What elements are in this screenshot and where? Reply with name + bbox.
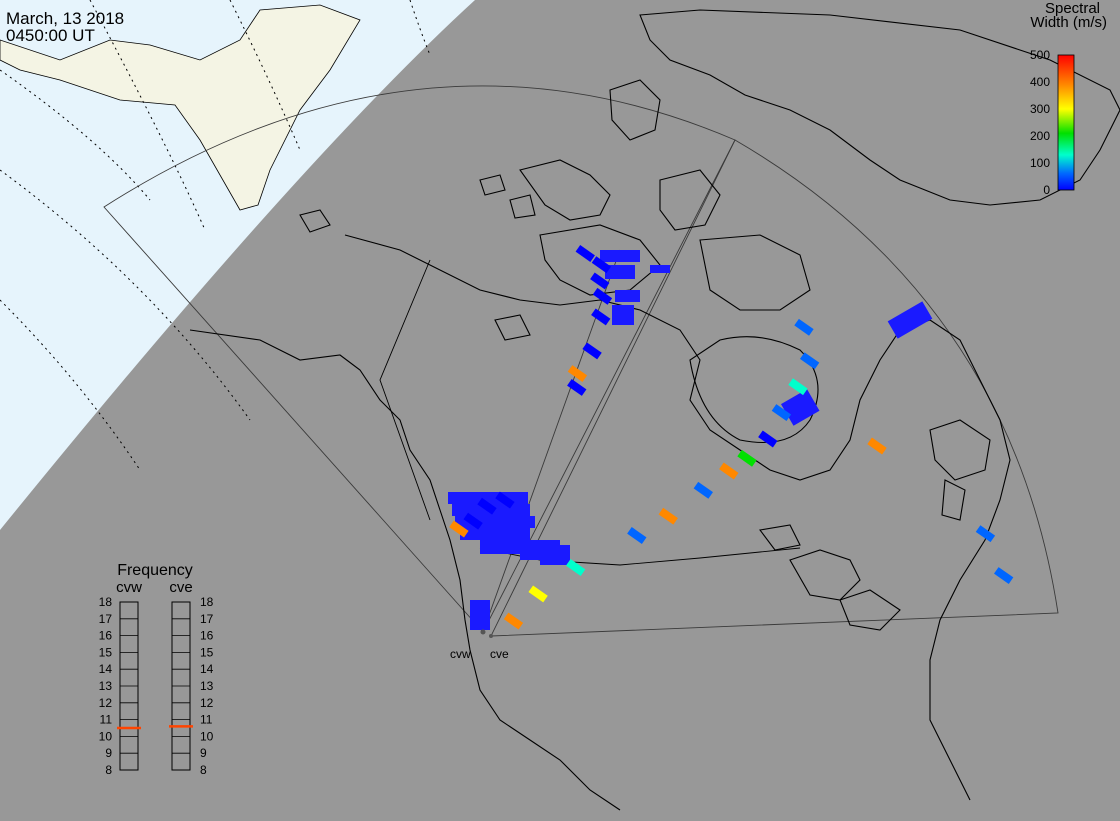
coastlines [189,9,1120,811]
data-point-cve [658,507,678,525]
frequency-tick-label-left: 9 [105,746,112,760]
fov-cve [490,139,1059,637]
data-point-cve [503,612,524,630]
data-point-cvw [463,512,483,530]
greenland-coast [639,9,1120,206]
frequency-tick-label-left: 18 [99,595,113,609]
data-point-cvw [591,308,611,326]
daylight-land-alaska [0,4,361,211]
date-label: March, 13 2018 [6,9,124,28]
colorbar-title-line1: Spectral [1045,0,1100,17]
data-point-cve [758,430,778,448]
frequency-label-cve: cve [169,579,192,596]
data-point-cve [799,352,820,370]
radar-sites: cvw cve [450,629,509,661]
frequency-panel: Frequency cvw cve 18 18 17 17 16 16 15 15 14 14 13… [99,562,214,777]
data-point-cvw [567,379,587,396]
frequency-tick-label-right: 16 [200,629,214,643]
data-point-cvw [590,272,610,290]
frequency-tick-label-right: 13 [200,679,214,693]
frequency-tick-label-right: 9 [200,746,207,760]
data-point-cvw [567,365,588,382]
data-point-cvw [582,342,602,360]
frequency-tick-label-left: 8 [105,763,112,777]
radar-label-cve: cve [490,647,509,661]
radar-label-cvw: cvw [450,647,471,661]
frequency-tick-label-left: 16 [99,629,113,643]
colorbar-title-line2: Width (m/s) [1030,14,1107,31]
data-point-cvw [591,256,612,274]
frequency-tick-label-left: 13 [99,679,113,693]
radar-site-cvw [480,629,486,635]
frequency-title: Frequency [117,562,193,579]
frequency-tick-label-right: 14 [200,662,214,676]
data-point-cve [693,481,713,499]
frequency-tick-label-right: 12 [200,696,214,710]
frequency-label-cvw: cvw [116,579,142,596]
data-point-cvw [575,245,595,262]
frequency-tick-label-left: 15 [99,645,113,659]
data-point-cve [975,525,996,543]
data-point-cve [528,585,548,603]
colorbar: Spectral Width (m/s) 500 400 300 200 100 0 [1030,0,1107,197]
frequency-tick-label-left: 12 [99,696,113,710]
data-point-cvw [592,287,613,305]
colorbar-tick-label: 100 [1030,156,1050,170]
graticule-dotted [0,0,431,471]
colorbar-tick-label: 0 [1043,183,1050,197]
yukon-bc-border [379,259,431,521]
frequency-tick-label-right: 17 [200,612,214,626]
data-point-cve [719,462,739,480]
data-point-cve [771,404,792,422]
data-point-cvw [495,491,515,509]
data-point-cve [993,567,1014,584]
frequency-tick-label-right: 10 [200,729,214,743]
frequency-tick-label-right: 8 [200,763,207,777]
frequency-tick-label-left: 17 [99,612,113,626]
colorbar-gradient [1057,54,1075,191]
frequency-tick-label-left: 10 [99,729,113,743]
frequency-tick-label-left: 14 [99,662,113,676]
data-point-cve [737,449,757,467]
data-points [449,245,1014,630]
data-point-cve [867,437,887,455]
colorbar-tick-label: 500 [1030,48,1050,62]
data-point-cve [565,559,586,576]
frequency-tick-label-left: 11 [100,713,113,727]
data-point-cve [794,318,814,336]
colorbar-tick-label: 400 [1030,75,1050,89]
colorbar-tick-label: 300 [1030,102,1050,116]
frequency-tick-label-right: 15 [200,645,214,659]
frequency-tick-label-right: 18 [200,595,214,609]
colorbar-tick-label: 200 [1030,129,1050,143]
daylight-ocean [0,0,475,530]
radar-site-cve [489,634,493,638]
data-point-cve [788,378,808,396]
data-point-cvw [477,497,497,515]
data-point-cve [627,527,647,544]
time-label: 0450:00 UT [6,26,95,45]
data-point-cvw [449,520,469,538]
frequency-tick-label-right: 11 [200,713,213,727]
fov-cvw [103,85,736,633]
